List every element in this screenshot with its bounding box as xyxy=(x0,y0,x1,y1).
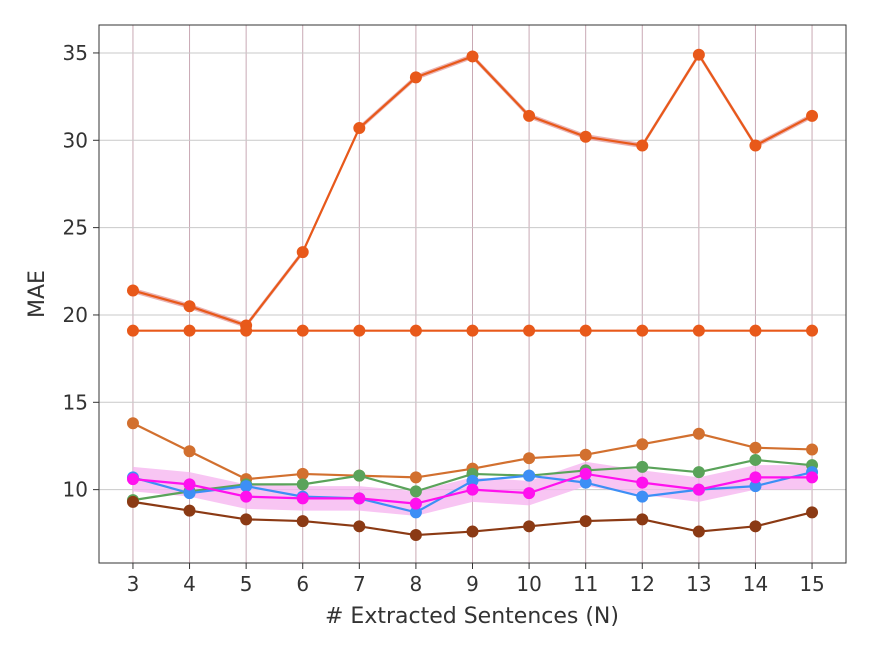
data-point xyxy=(636,438,649,451)
data-point xyxy=(126,495,139,508)
data-point xyxy=(183,300,196,313)
data-point xyxy=(579,467,592,480)
data-point xyxy=(296,492,309,505)
data-point xyxy=(692,427,705,440)
x-tick-label: 13 xyxy=(686,572,711,596)
y-tick-label: 10 xyxy=(63,478,88,502)
data-point xyxy=(353,492,366,505)
x-tick-label: 7 xyxy=(353,572,366,596)
data-point xyxy=(183,504,196,517)
data-point xyxy=(523,520,536,533)
data-point xyxy=(183,445,196,458)
data-point xyxy=(240,324,253,337)
data-point xyxy=(126,473,139,486)
data-point xyxy=(523,324,536,337)
data-point xyxy=(749,139,762,152)
y-tick-label: 35 xyxy=(63,41,88,65)
data-point xyxy=(523,452,536,465)
data-point xyxy=(636,490,649,503)
x-tick-label: 8 xyxy=(410,572,423,596)
x-tick-label: 10 xyxy=(516,572,541,596)
data-point xyxy=(523,487,536,500)
data-point xyxy=(579,324,592,337)
data-point xyxy=(579,130,592,143)
axis-ticks: 3 4 5 6 7 8 9 10 11 12 13 14 15 10 15 20 25 30 35 xyxy=(63,41,825,596)
x-tick-label: 12 xyxy=(630,572,655,596)
data-point xyxy=(409,485,422,498)
data-point xyxy=(353,469,366,482)
data-point xyxy=(296,515,309,528)
y-tick-label: 30 xyxy=(63,128,88,152)
data-point xyxy=(692,324,705,337)
x-tick-label: 4 xyxy=(183,572,196,596)
data-point xyxy=(409,471,422,484)
data-point xyxy=(749,471,762,484)
data-point xyxy=(126,324,139,337)
data-point xyxy=(579,515,592,528)
data-point xyxy=(749,441,762,454)
data-point xyxy=(353,122,366,135)
data-point xyxy=(636,460,649,473)
data-point xyxy=(183,478,196,491)
data-point xyxy=(126,417,139,430)
data-point xyxy=(240,480,253,493)
data-point xyxy=(806,324,819,337)
data-point xyxy=(296,478,309,491)
data-point xyxy=(636,476,649,489)
data-point xyxy=(636,513,649,526)
data-point xyxy=(353,324,366,337)
data-point xyxy=(523,109,536,122)
x-tick-label: 15 xyxy=(799,572,824,596)
data-point xyxy=(692,483,705,496)
data-point xyxy=(806,506,819,519)
data-point xyxy=(806,109,819,122)
data-point xyxy=(466,324,479,337)
x-tick-label: 6 xyxy=(296,572,309,596)
y-tick-label: 20 xyxy=(63,303,88,327)
data-point xyxy=(296,324,309,337)
data-point xyxy=(636,324,649,337)
y-tick-label: 25 xyxy=(63,216,88,240)
data-point xyxy=(806,471,819,484)
x-tick-label: 9 xyxy=(466,572,479,596)
data-point xyxy=(296,246,309,259)
data-point xyxy=(806,443,819,456)
data-point xyxy=(636,139,649,152)
data-point xyxy=(240,490,253,503)
y-axis-label: MAE xyxy=(25,270,50,318)
data-point xyxy=(409,324,422,337)
data-point xyxy=(296,467,309,480)
data-point xyxy=(466,525,479,538)
data-point xyxy=(692,48,705,61)
x-tick-label: 11 xyxy=(573,572,598,596)
y-tick-label: 15 xyxy=(63,390,88,414)
data-point xyxy=(409,71,422,84)
data-point xyxy=(409,529,422,542)
data-point xyxy=(466,483,479,496)
data-point xyxy=(749,324,762,337)
data-point xyxy=(126,284,139,297)
series-points xyxy=(126,48,819,542)
data-point xyxy=(240,513,253,526)
x-tick-label: 5 xyxy=(240,572,253,596)
data-point xyxy=(749,520,762,533)
data-point xyxy=(523,469,536,482)
data-point xyxy=(579,448,592,461)
x-tick-label: 3 xyxy=(127,572,140,596)
data-point xyxy=(749,453,762,466)
data-point xyxy=(409,497,422,510)
data-point xyxy=(183,324,196,337)
data-point xyxy=(466,50,479,63)
data-point xyxy=(692,466,705,479)
x-tick-label: 14 xyxy=(743,572,768,596)
data-point xyxy=(353,520,366,533)
x-axis-label: # Extracted Sentences (N) xyxy=(325,604,619,629)
data-point xyxy=(692,525,705,538)
